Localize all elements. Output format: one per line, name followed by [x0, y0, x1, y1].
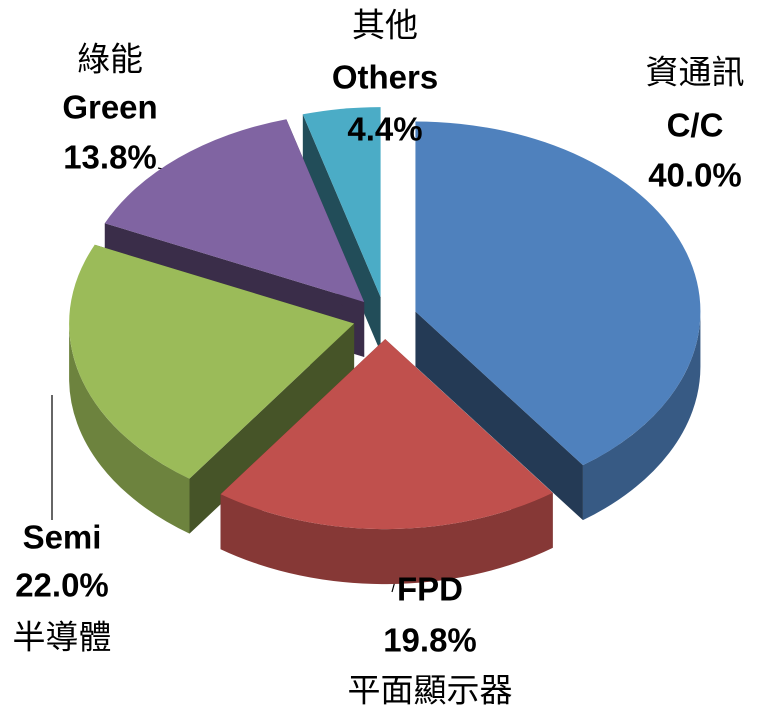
slice — [415, 121, 701, 466]
slice-wall — [69, 323, 190, 534]
category-label: Others — [332, 59, 438, 96]
category-label-zh: 綠能 — [77, 41, 143, 78]
slice-wall — [582, 311, 701, 521]
category-label: C/C — [667, 107, 724, 144]
category-label-zh: 半導體 — [13, 619, 112, 656]
data-label: 40.0% — [648, 157, 742, 194]
data-label: 4.4% — [347, 111, 422, 148]
category-label: Semi — [23, 519, 102, 556]
slice-side — [415, 311, 583, 521]
slice — [220, 339, 553, 530]
slice — [104, 119, 365, 302]
slice — [69, 244, 355, 479]
slice — [302, 107, 381, 298]
category-label-zh: 平面顯示器 — [348, 672, 513, 709]
category-label: Green — [62, 89, 157, 126]
data-label: 22.0% — [15, 567, 109, 604]
category-label: FPD — [397, 571, 463, 608]
data-label: 19.8% — [383, 622, 477, 659]
slice-side — [302, 114, 381, 353]
slice-wall — [220, 492, 553, 585]
slice-side — [189, 323, 355, 534]
category-label-zh: 資通訊 — [646, 54, 745, 91]
data-label: 13.8% — [63, 139, 157, 176]
category-label-zh: 其他 — [352, 7, 418, 44]
